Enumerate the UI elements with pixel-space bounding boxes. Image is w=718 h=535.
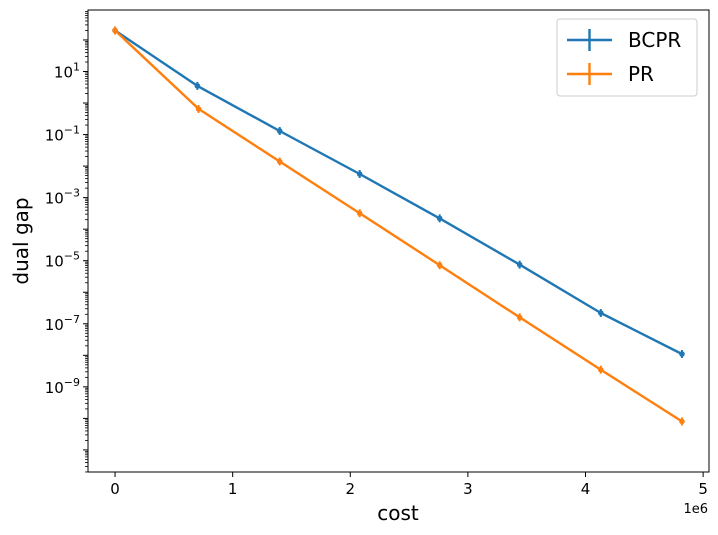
data-point-pr bbox=[356, 210, 363, 217]
x-tick-label: 2 bbox=[346, 480, 356, 498]
x-offset-label: 1e6 bbox=[683, 502, 708, 517]
x-tick-label: 5 bbox=[698, 480, 708, 498]
data-point-bcpr bbox=[276, 128, 283, 134]
y-tick-label: 10−5 bbox=[45, 250, 80, 271]
data-point-bcpr bbox=[194, 83, 201, 89]
x-tick-label: 3 bbox=[463, 480, 473, 498]
legend-box bbox=[556, 18, 698, 97]
x-axis-label: cost bbox=[377, 501, 419, 525]
legend: BCPR PR bbox=[556, 18, 698, 97]
y-tick-label: 10−1 bbox=[45, 124, 80, 145]
series-layer bbox=[112, 26, 685, 426]
data-point-pr bbox=[276, 158, 283, 165]
y-tick-label: 10−9 bbox=[45, 376, 80, 397]
y-tick-label: 10−7 bbox=[45, 313, 80, 334]
x-axis-ticks: 0 1 2 3 4 5 bbox=[110, 472, 708, 498]
data-point-bcpr bbox=[356, 171, 363, 177]
x-tick-label: 4 bbox=[581, 480, 591, 498]
data-point-pr bbox=[195, 106, 202, 112]
y-axis-label: dual gap bbox=[9, 197, 33, 284]
legend-label-bcpr: BCPR bbox=[628, 28, 681, 52]
data-point-pr bbox=[516, 314, 523, 321]
series-line-bcpr bbox=[114, 29, 683, 356]
x-tick-label: 1 bbox=[228, 480, 238, 498]
data-point-bcpr bbox=[597, 310, 604, 316]
y-tick-label: 10−3 bbox=[45, 187, 80, 208]
y-tick-label: 101 bbox=[54, 60, 80, 81]
x-tick-label: 0 bbox=[110, 480, 120, 498]
legend-label-pr: PR bbox=[628, 62, 654, 86]
data-point-bcpr bbox=[436, 215, 443, 222]
data-point-bcpr bbox=[516, 261, 523, 268]
data-point-pr bbox=[679, 418, 685, 425]
y-axis-ticks: 101 10−1 10−3 10−5 10−7 10−9 bbox=[45, 11, 88, 473]
data-point-pr bbox=[436, 262, 443, 269]
plot-frame bbox=[87, 9, 710, 473]
data-point-bcpr bbox=[679, 351, 685, 357]
data-point-pr bbox=[112, 27, 118, 34]
data-point-pr bbox=[597, 366, 604, 373]
series-line-pr bbox=[114, 29, 683, 423]
